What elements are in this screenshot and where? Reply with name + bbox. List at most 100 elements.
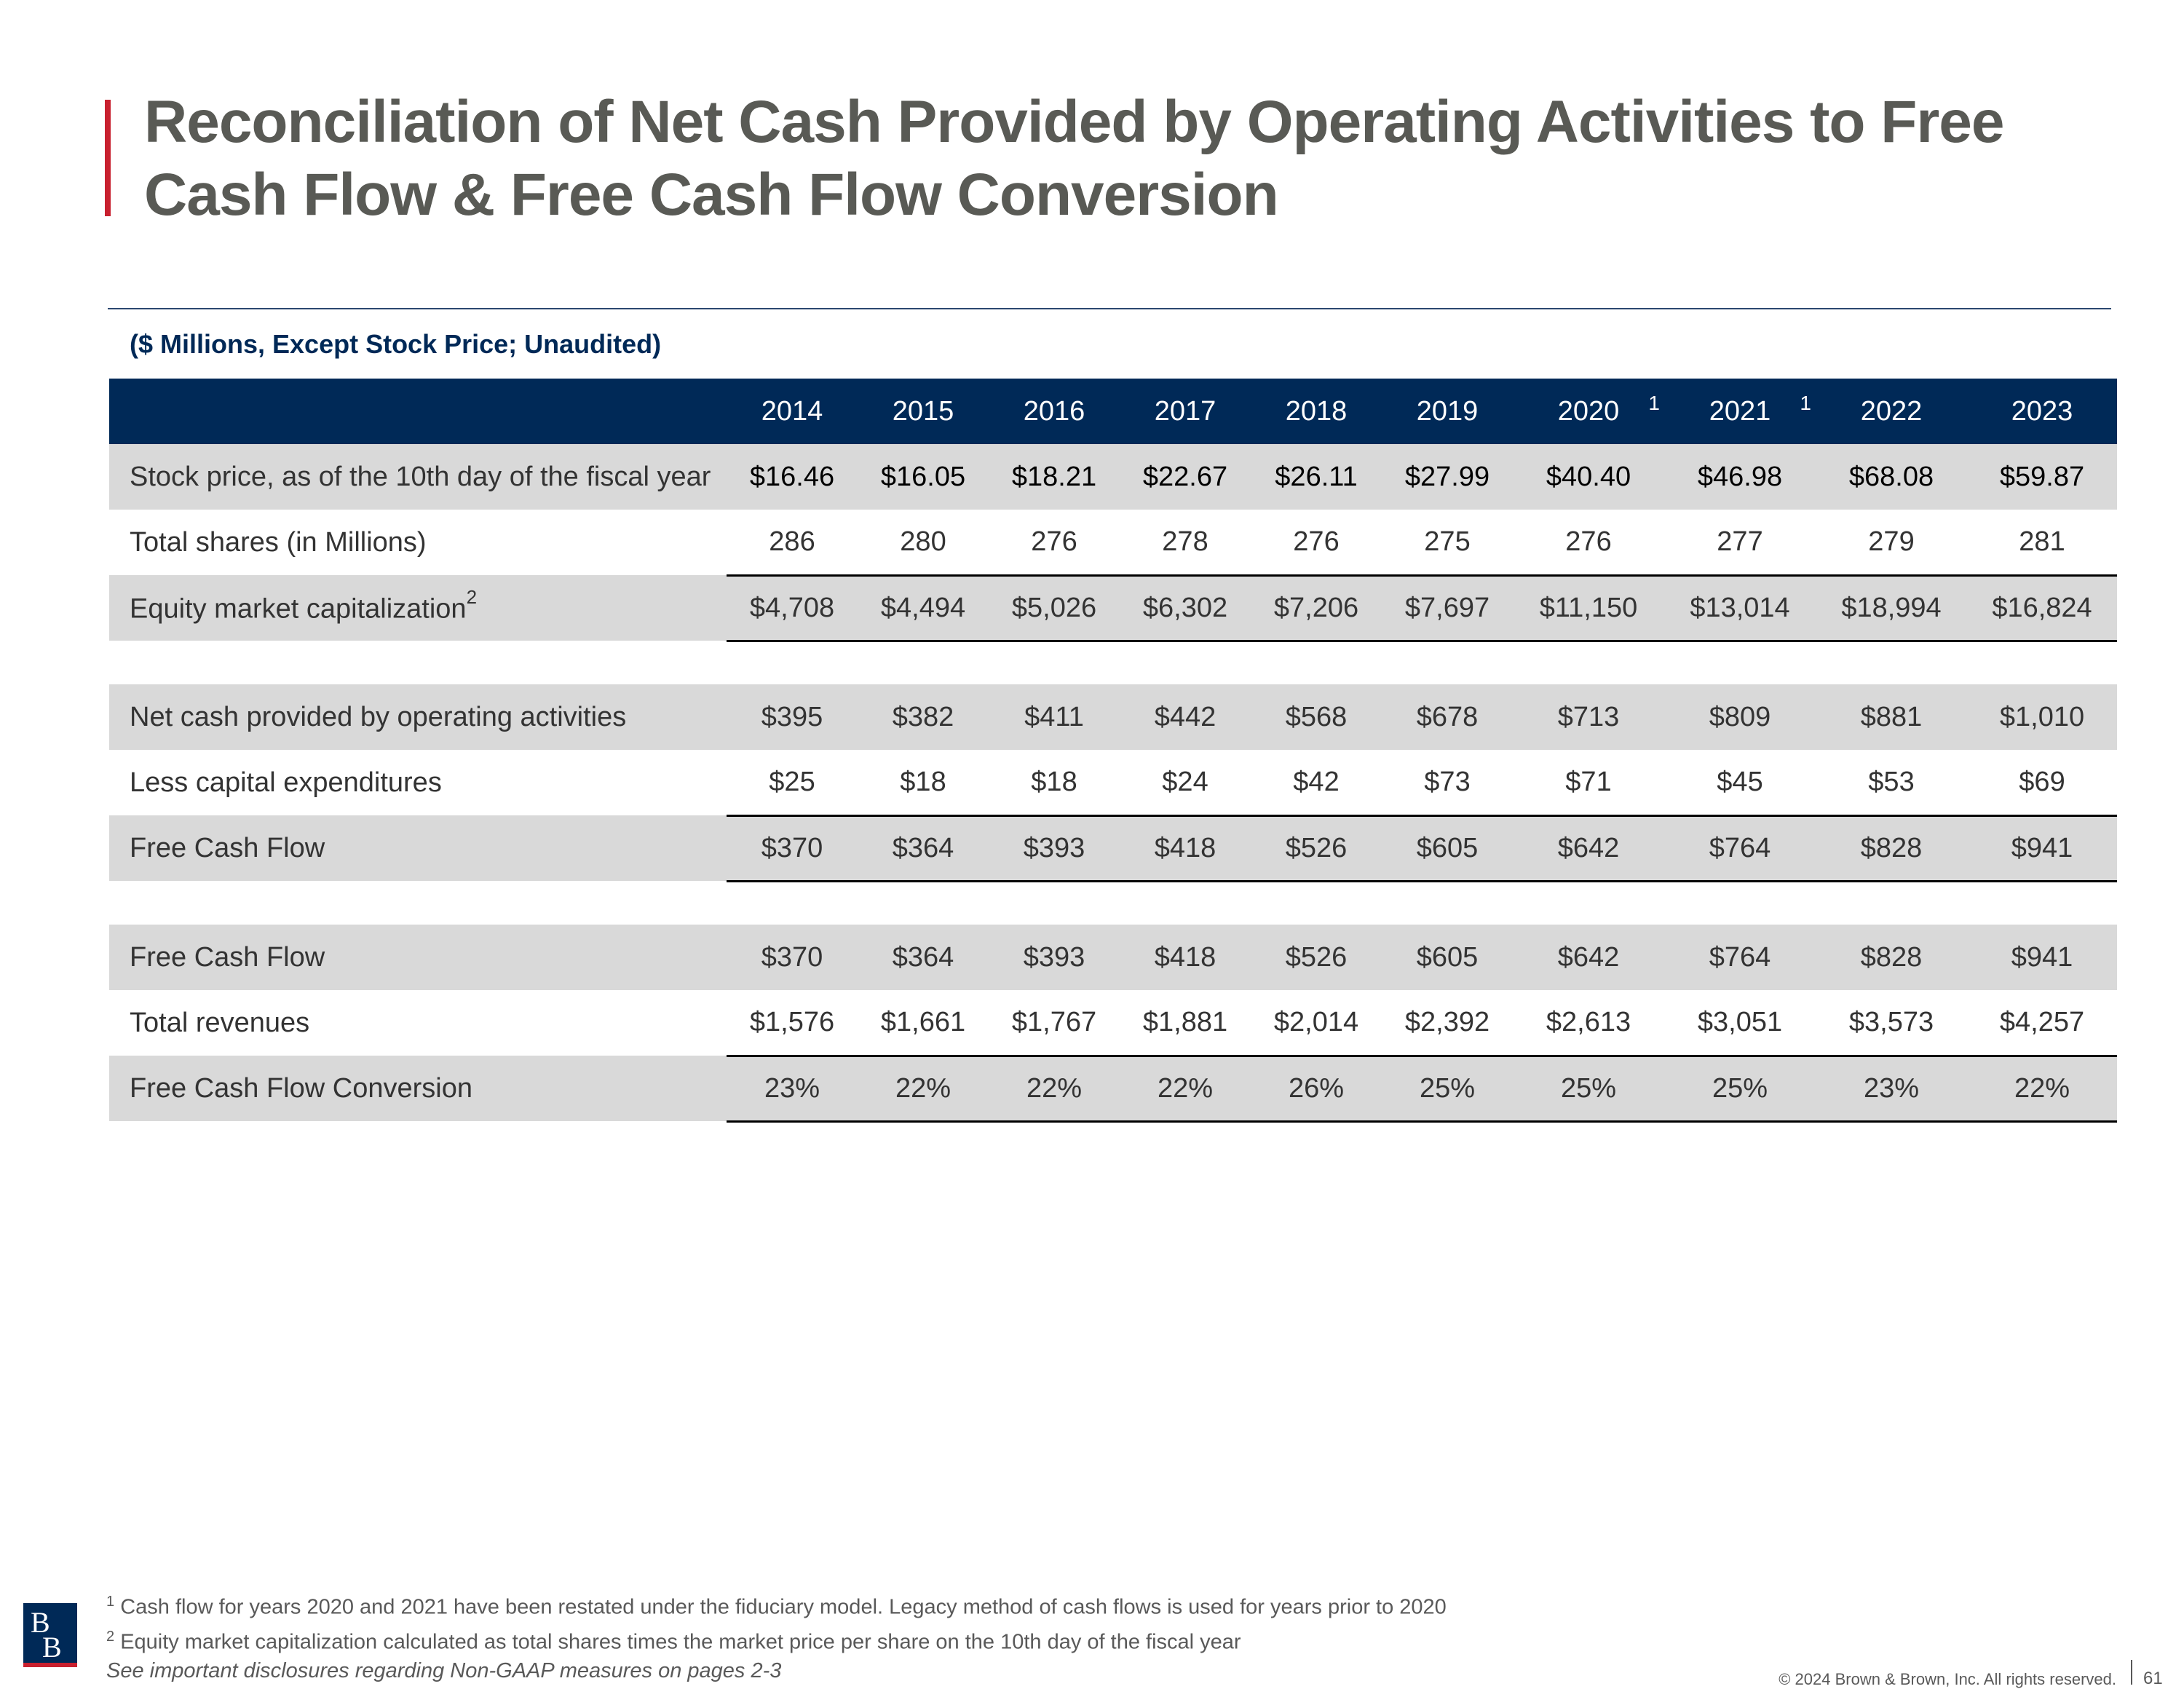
table-cell: $605 — [1382, 814, 1513, 882]
table-cell: $3,573 — [1848, 1006, 1934, 1037]
row-label-text: Net cash provided by operating activitie… — [130, 701, 627, 732]
company-logo: B B — [23, 1603, 77, 1667]
table-cell: $642 — [1513, 925, 1664, 990]
title-accent-bar — [105, 100, 111, 216]
footnote-mark: 1 — [106, 1594, 115, 1610]
table-cell: $764 — [1664, 925, 1816, 990]
page-title: Reconciliation of Net Cash Provided by O… — [144, 89, 2004, 228]
row-label-text: Stock price, as of the 10th day of the f… — [130, 461, 711, 492]
year-header-2020: 2020 1 — [1513, 379, 1664, 444]
table-cell: $764 — [1664, 814, 1816, 882]
table-cell: $418 — [1120, 925, 1251, 990]
table-cell: $18 — [1031, 766, 1077, 797]
financial-table: 2014 2015 2016 2017 2018 2019 2020 1 202… — [109, 379, 2117, 1123]
table-cell: $16.05 — [858, 444, 989, 510]
row-label-text: Free Cash Flow Conversion — [130, 1072, 472, 1104]
non-gaap-disclosure: See important disclosures regarding Non-… — [106, 1659, 782, 1683]
year-header: 2023 — [2011, 395, 2073, 427]
table-cell: 23% — [1816, 1054, 1967, 1123]
year-header-row: 2014 2015 2016 2017 2018 2019 2020 1 202… — [109, 379, 2117, 444]
footnote-text: Cash flow for years 2020 and 2021 have b… — [120, 1595, 1447, 1619]
table-cell: $18.21 — [989, 444, 1120, 510]
footnote-marker: 1 — [1800, 392, 1811, 414]
table-cell: $568 — [1251, 684, 1382, 750]
table-cell: 281 — [2019, 526, 2065, 557]
table-cell: 26% — [1251, 1054, 1382, 1123]
table-cell: $678 — [1382, 684, 1513, 750]
table-cell: 276 — [1293, 526, 1340, 557]
table-cell: $828 — [1816, 925, 1967, 990]
table-cell: 25% — [1513, 1054, 1664, 1123]
table-cell: $1,661 — [880, 1006, 966, 1037]
table-cell: $881 — [1816, 684, 1967, 750]
logo-monogram-icon: B B — [31, 1606, 62, 1663]
year-header: 2019 — [1416, 395, 1479, 427]
table-cell: $2,392 — [1404, 1006, 1490, 1037]
table-cell: $370 — [727, 814, 858, 882]
table-cell: $18,994 — [1816, 574, 1967, 642]
row-label: Less capital expenditures — [109, 750, 727, 815]
table-cell: $45 — [1717, 766, 1763, 797]
table-cell: $18 — [900, 766, 946, 797]
table-cell: $59.87 — [1967, 444, 2117, 510]
table-row-capital-expenditures: Less capital expenditures $25 $18 $18 $24 $42… — [109, 750, 2117, 815]
table-cell: $25 — [769, 766, 815, 797]
table-cell: $1,010 — [1967, 684, 2117, 750]
table-cell: $4,708 — [727, 574, 858, 642]
table-cell: $809 — [1664, 684, 1816, 750]
footnote-marker: 2 — [466, 586, 478, 609]
table-cell: $3,051 — [1697, 1006, 1783, 1037]
table-cell: $364 — [858, 814, 989, 882]
table-cell: $69 — [2019, 766, 2065, 797]
row-label-text: Less capital expenditures — [130, 767, 442, 798]
row-label-text: Total revenues — [130, 1007, 310, 1038]
table-cell: $22.67 — [1120, 444, 1251, 510]
row-label: Free Cash Flow — [109, 925, 727, 990]
year-label: 2021 — [1709, 395, 1771, 427]
footnote-text: Equity market capitalization calculated … — [120, 1630, 1241, 1654]
row-label-text: Free Cash Flow — [130, 832, 325, 863]
table-cell: $4,257 — [1999, 1006, 2085, 1037]
table-spacer — [109, 641, 2117, 684]
row-label: Stock price, as of the 10th day of the f… — [109, 444, 727, 510]
table-cell: $364 — [858, 925, 989, 990]
table-units-subtitle: ($ Millions, Except Stock Price; Unaudit… — [130, 329, 662, 359]
table-row-equity-market-cap: Equity market capitalization2 $4,708 $4,49… — [109, 574, 2117, 642]
table-cell: $370 — [727, 925, 858, 990]
table-cell: $526 — [1251, 814, 1382, 882]
page-number: 61 — [2143, 1669, 2163, 1688]
table-top-rule — [108, 308, 2111, 309]
table-cell: 22% — [1967, 1054, 2117, 1123]
table-cell: 23% — [727, 1054, 858, 1123]
table-cell: $442 — [1120, 684, 1251, 750]
table-spacer — [109, 881, 2117, 925]
table-cell: $642 — [1513, 814, 1664, 882]
table-cell: 25% — [1664, 1054, 1816, 1123]
logo-letter: B — [42, 1631, 62, 1663]
table-cell: 277 — [1717, 526, 1763, 557]
table-cell: $26.11 — [1251, 444, 1382, 510]
footnote-2: 2 Equity market capitalization calculate… — [106, 1622, 1447, 1657]
table-cell: $605 — [1382, 925, 1513, 990]
year-header: 2017 — [1154, 395, 1216, 427]
row-label-text: Total shares (in Millions) — [130, 526, 427, 558]
table-cell: $418 — [1120, 814, 1251, 882]
table-row-net-cash-operating: Net cash provided by operating activitie… — [109, 684, 2117, 750]
logo-letter: B — [31, 1606, 50, 1639]
table-cell: $68.08 — [1816, 444, 1967, 510]
table-cell: $713 — [1513, 684, 1664, 750]
copyright-notice: © 2024 Brown & Brown, Inc. All rights re… — [1779, 1670, 2116, 1688]
year-label: 2020 — [1557, 395, 1620, 427]
table-cell: $11,150 — [1513, 574, 1664, 642]
footnote-mark: 2 — [106, 1628, 115, 1645]
row-label: Free Cash Flow Conversion — [109, 1056, 727, 1121]
table-cell: 275 — [1424, 526, 1471, 557]
row-label: Total shares (in Millions) — [109, 510, 727, 575]
row-label: Total revenues — [109, 990, 727, 1056]
table-cell: 286 — [769, 526, 815, 557]
table-cell: 276 — [1565, 526, 1612, 557]
table-cell: 22% — [858, 1054, 989, 1123]
table-cell: $411 — [989, 684, 1120, 750]
table-cell: $1,881 — [1142, 1006, 1228, 1037]
table-cell: $1,767 — [1011, 1006, 1097, 1037]
